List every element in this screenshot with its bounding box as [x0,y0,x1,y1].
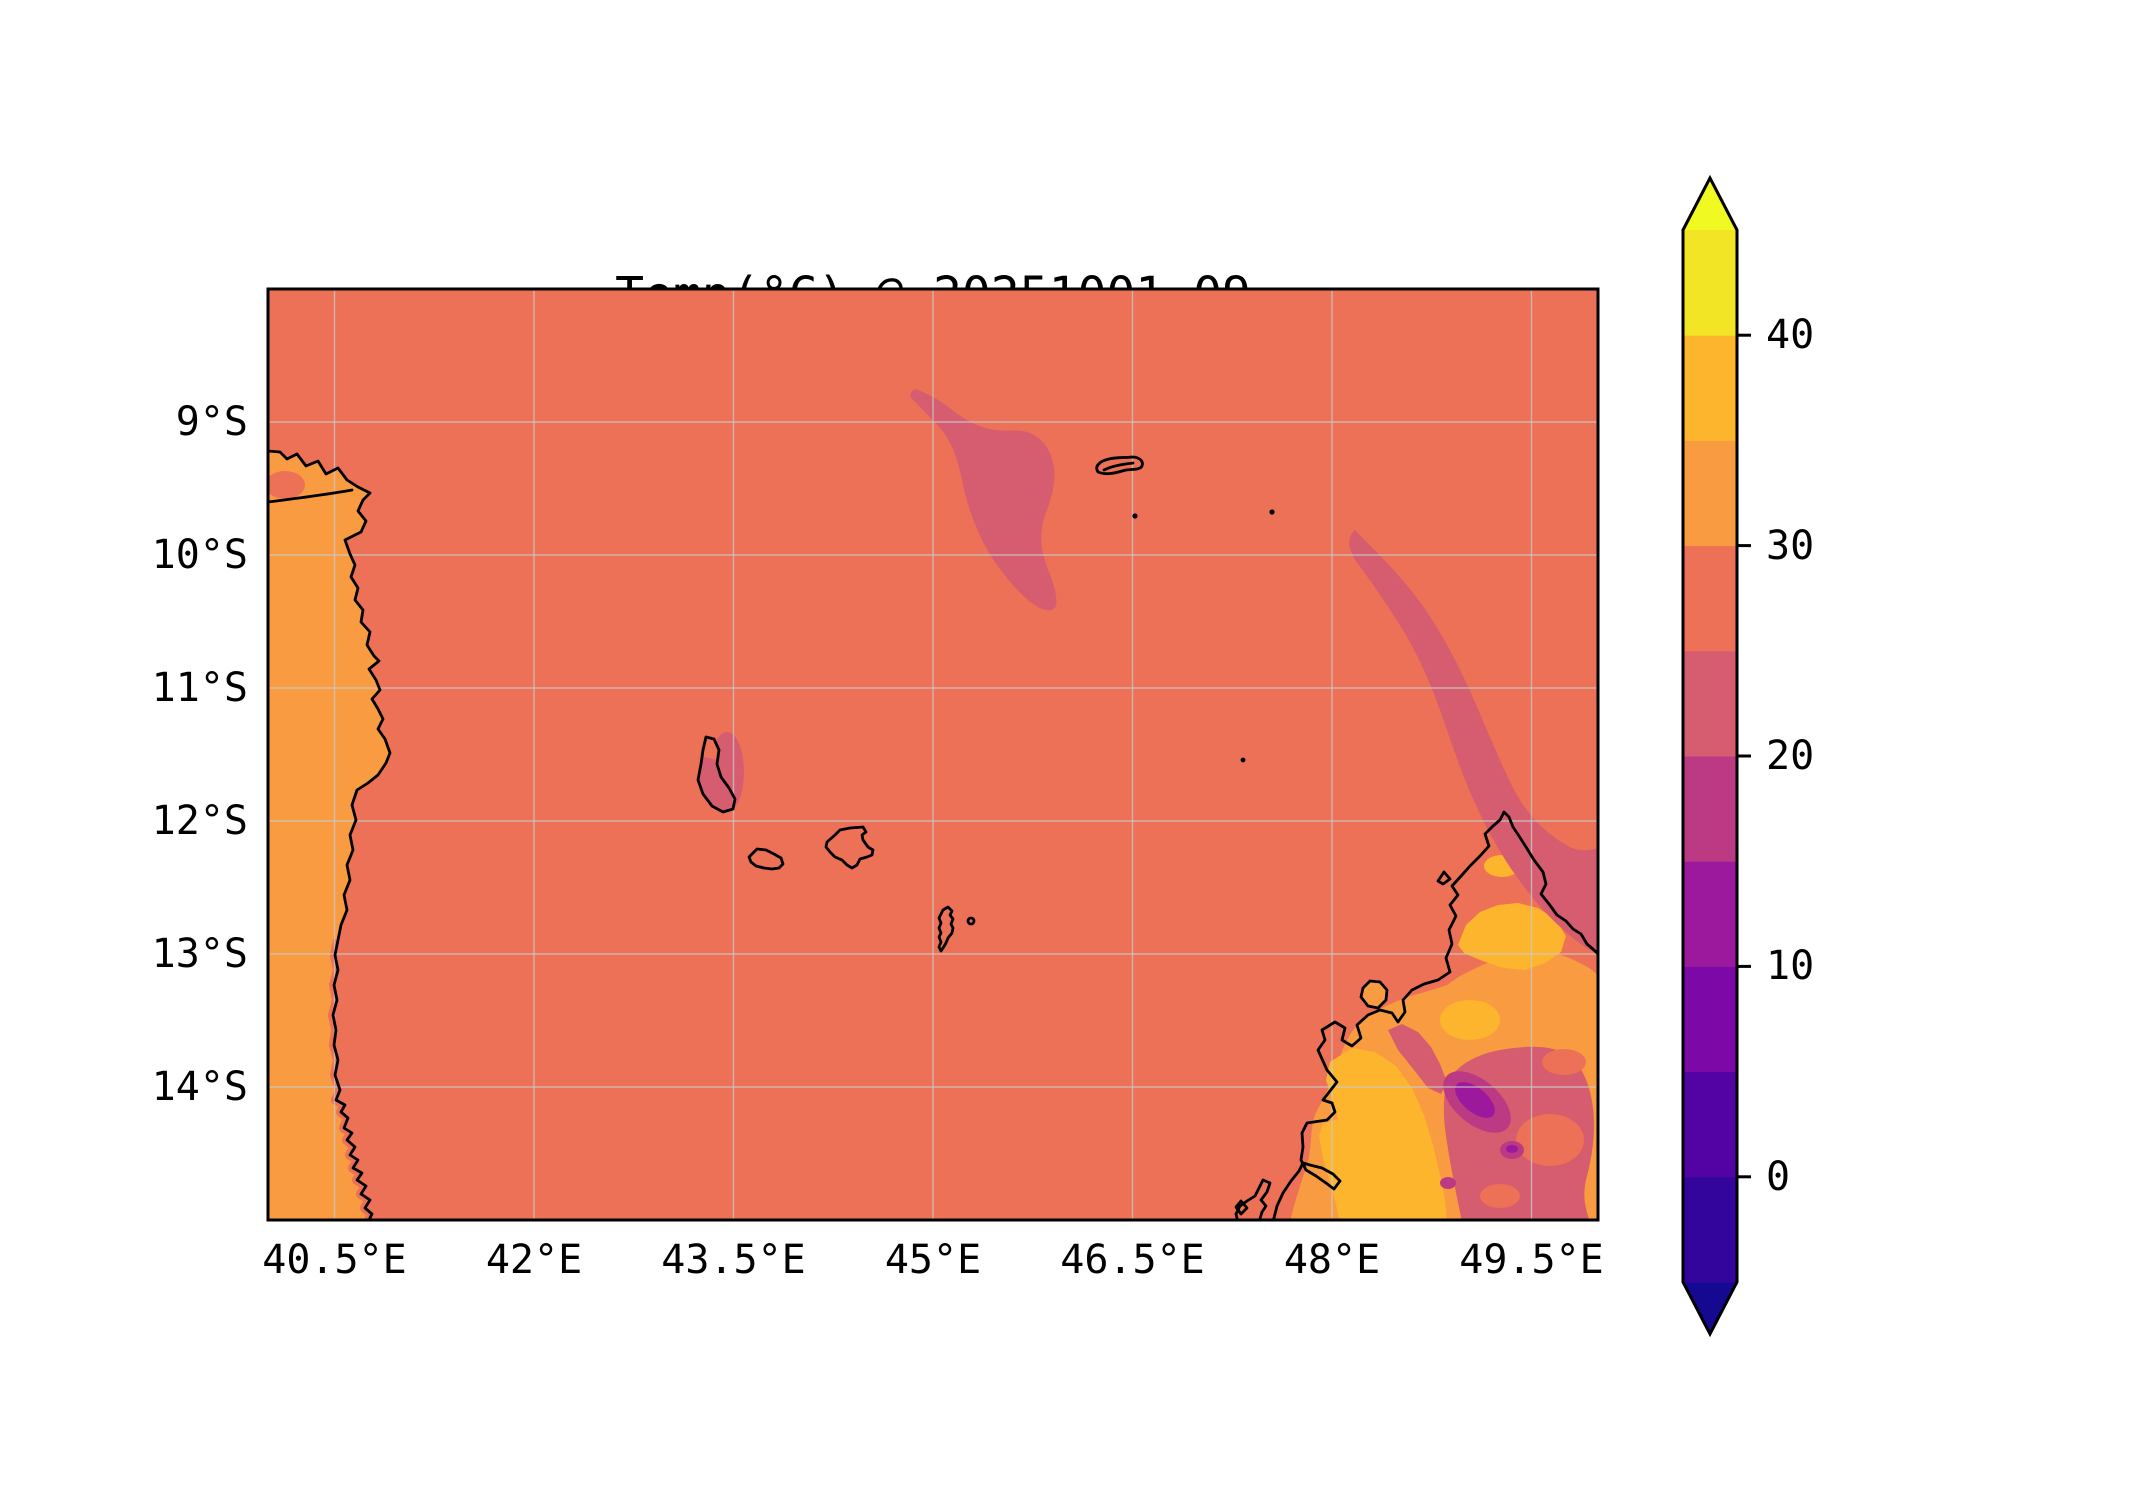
colorbar-band-40-45 [1683,229,1737,336]
mayotte-coastline [937,905,955,953]
moheli-fill [749,849,783,869]
nosy-be-fill [1361,981,1387,1008]
colorbar [1681,174,1751,1338]
colorbar-band--5-0 [1683,1176,1737,1283]
colorbar-band-10-15 [1683,860,1737,967]
colorbar-band-20-25 [1683,650,1737,757]
madagascar-hot-spot-bay [1440,1000,1500,1040]
plot-border [266,287,1600,1222]
x-tick-label: 45°E [884,1237,982,1283]
madagascar-coldest-core [1455,1082,1495,1118]
madagascar-hot-wedge-southwest [1319,1048,1447,1220]
colorbar-band-35-40 [1683,334,1737,441]
grande-comore-coastline [696,735,737,814]
madagascar-warm-vein-2 [1542,1049,1586,1075]
x-tick-label: 43.5°E [661,1237,806,1283]
colorbar-band-25-30 [1683,545,1737,652]
islet-dot-small [1240,757,1246,763]
africa-coastline [268,449,392,1220]
nosy-be-coastline [1359,979,1389,1010]
aldabra-atoll-outline [1095,455,1144,476]
gridlines [268,289,1598,1220]
colorbar-tick-label: 40 [1766,312,1815,359]
colorbar-band-> 45 [1683,178,1737,230]
madagascar-coastline [1272,810,1598,1220]
nosy-hara-islet [1436,870,1452,886]
cool-sea-band-northeast [1349,530,1598,955]
madagascar-cool-arm [1388,1024,1447,1094]
colorbar-outline [1681,174,1739,1338]
y-tick-label: 14°S [151,1064,248,1110]
x-tick-label: 48°E [1283,1237,1381,1283]
madagascar-warm-vein-3 [1480,1184,1520,1208]
x-tick-label: 46.5°E [1060,1237,1205,1283]
colorbar-band-30-35 [1683,439,1737,547]
africa-inlet-line [268,488,354,504]
colorbar-band-5-10 [1683,965,1737,1073]
colorbar-tick-label: 0 [1766,1153,1791,1200]
colorbar-band-15-20 [1683,755,1737,862]
madagascar-warm-vein-1 [1516,1114,1584,1166]
x-tick-label: 49.5°E [1459,1237,1604,1283]
bottom-island-coastline [1234,1178,1272,1220]
mayotte-islet [966,916,976,926]
y-tick-label: 10°S [151,532,248,578]
africa-land-fill [268,451,390,1220]
africa-cool-patch [268,471,305,499]
bottom-islet-hook [1234,1199,1249,1216]
moheli-coastline [747,847,785,871]
x-tick-label: 42°E [485,1237,583,1283]
colorbar-band-< -5 [1683,1282,1737,1334]
aldabra-inner-line [1102,461,1135,472]
y-tick-label: 11°S [151,665,248,711]
madagascar-cold-dot-south [1440,1177,1456,1189]
y-tick-label: 13°S [151,931,248,977]
colorbar-tick-label: 30 [1766,522,1815,569]
islet-dot-assumption [1132,513,1138,519]
madagascar-hot-spot-small [1513,909,1533,925]
colorbar-tick-label: 20 [1766,733,1815,779]
colorbar-tick-label: 10 [1766,943,1815,990]
madagascar-hot-patch-northwest [1458,903,1566,970]
anjouan-coastline [824,825,875,870]
colorbar-band-0-5 [1683,1071,1737,1178]
mayotte-fill [939,907,953,951]
islet-dot-astove [1269,509,1275,515]
y-tick-label: 9°S [175,399,248,445]
madagascar-cold-spot [1506,1145,1518,1153]
x-tick-label: 40.5°E [262,1237,407,1283]
y-tick-label: 12°S [151,798,248,844]
